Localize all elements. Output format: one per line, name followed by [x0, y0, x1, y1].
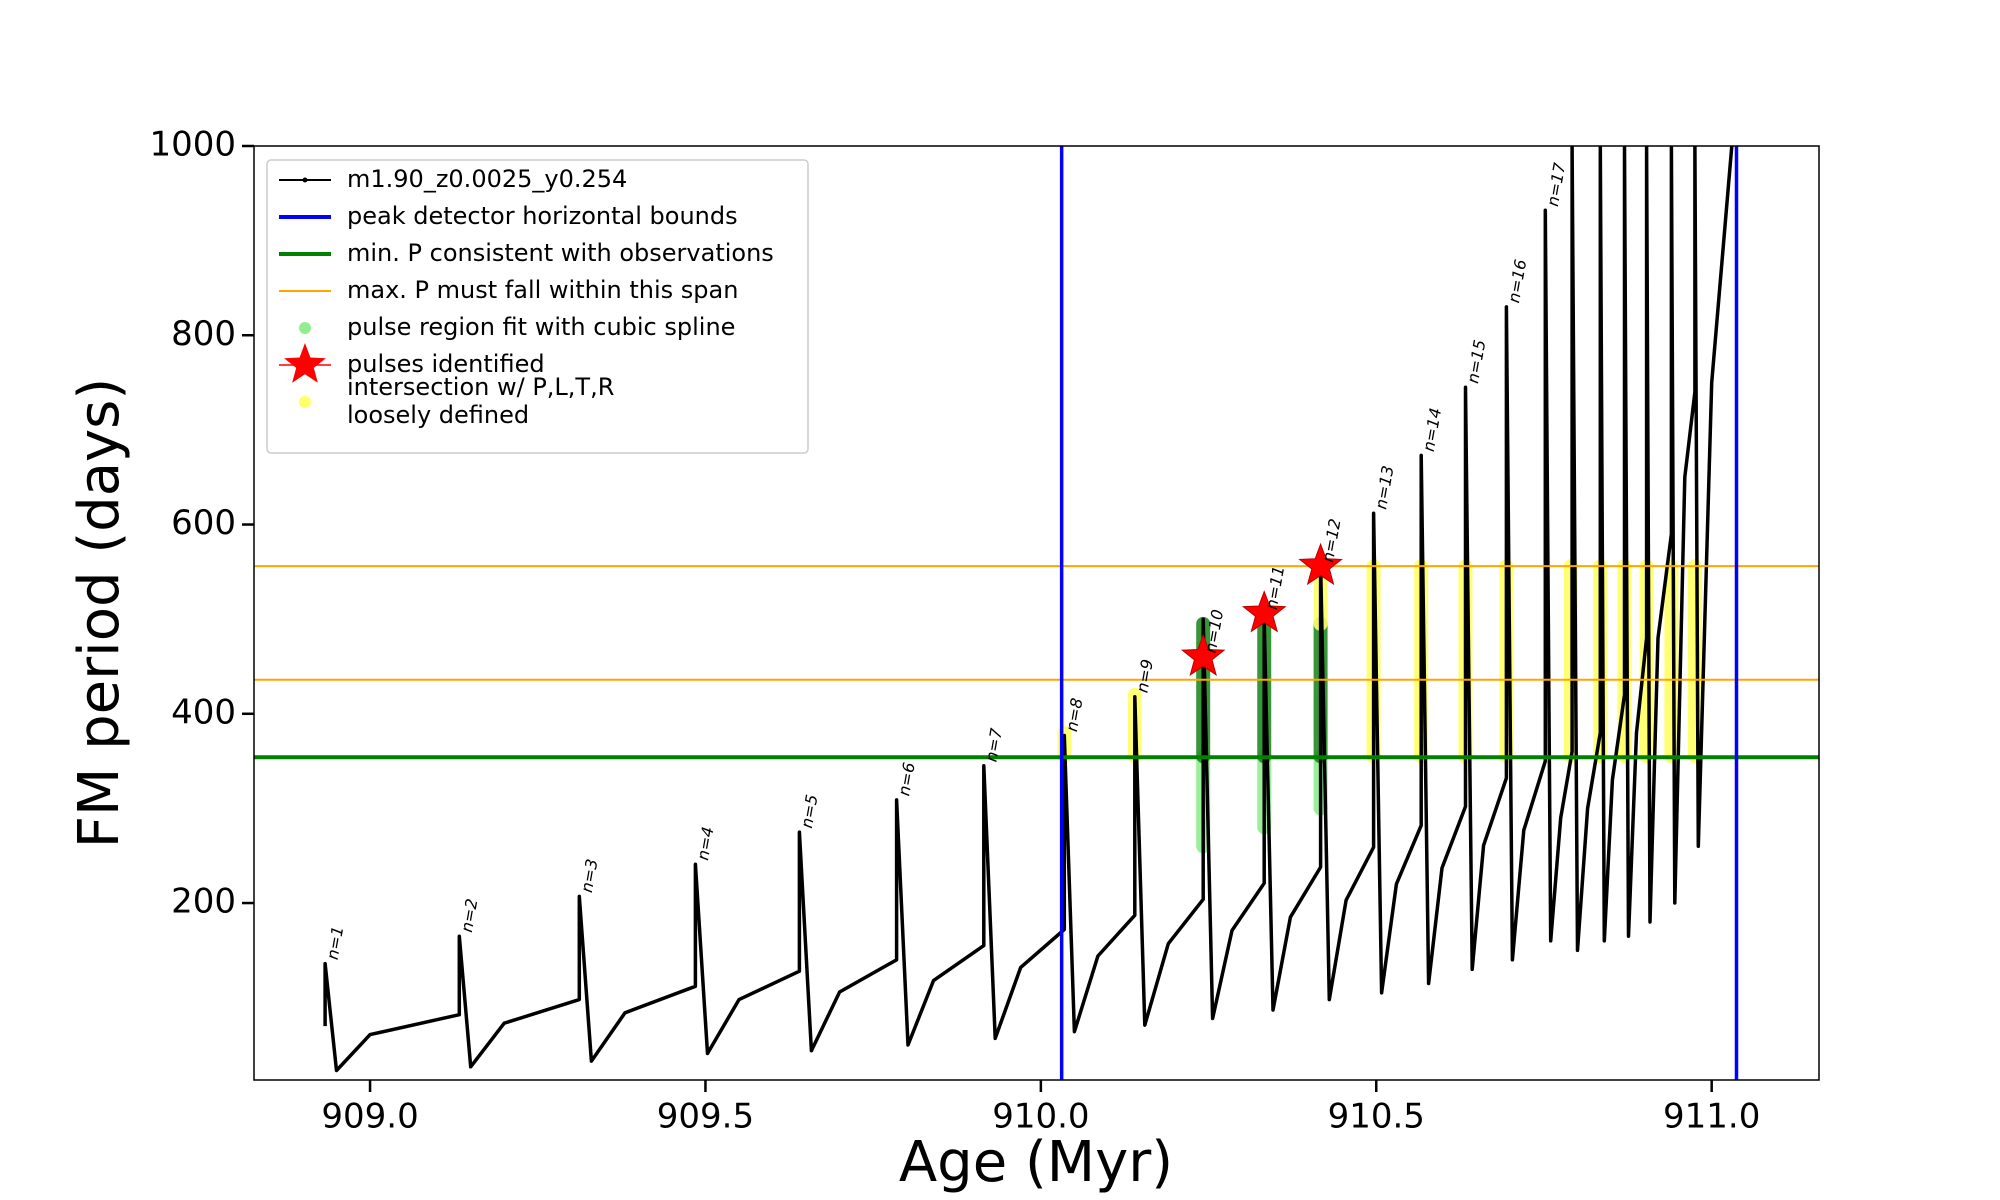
- x-tick-label: 910.5: [1328, 1097, 1425, 1137]
- legend-swatch: [299, 322, 311, 334]
- plot: n=1n=2n=3n=4n=5n=6n=7n=8n=9n=10n=11n=12n…: [254, 146, 1819, 1080]
- legend-label: peak detector horizontal bounds: [347, 202, 738, 230]
- star-marker: [1298, 542, 1343, 586]
- legend-box: [266, 159, 809, 454]
- x-tick-label: 909.0: [321, 1097, 418, 1137]
- star-marker: [1180, 633, 1226, 676]
- legend-swatch: [302, 177, 308, 183]
- x-tick-label: 911.0: [1663, 1097, 1760, 1137]
- y-axis-label: FM period (days): [67, 378, 132, 848]
- x-tick-label: 910.0: [992, 1097, 1089, 1137]
- y-tick-label: 600: [171, 503, 236, 543]
- x-axis-label: Age (Myr): [899, 1130, 1173, 1195]
- star-marker: [1241, 590, 1287, 633]
- legend-swatch: [299, 396, 311, 408]
- y-tick-label: 200: [171, 882, 236, 922]
- legend-label: max. P must fall within this span: [347, 276, 738, 304]
- legend-label: pulse region fit with cubic spline: [347, 313, 735, 341]
- legend-label: m1.90_z0.0025_y0.254: [347, 165, 627, 193]
- legend-label: intersection w/ P,L,T,R loosely defined: [347, 373, 614, 429]
- y-tick-label: 400: [171, 692, 236, 732]
- axes: 909.0 909.5 910.0 910.5 911.0 200 400 600 800 100…: [149, 125, 1760, 1137]
- x-tick-label: 909.5: [657, 1097, 754, 1137]
- data-line: [323, 146, 1734, 1073]
- y-tick-label: 1000: [149, 125, 236, 165]
- plot-frame: [253, 145, 1820, 1081]
- y-tick-label: 800: [171, 314, 236, 354]
- legend-swatch: [284, 343, 326, 383]
- legend-label: min. P consistent with observations: [347, 239, 774, 267]
- legend-label: pulses identified: [347, 350, 545, 378]
